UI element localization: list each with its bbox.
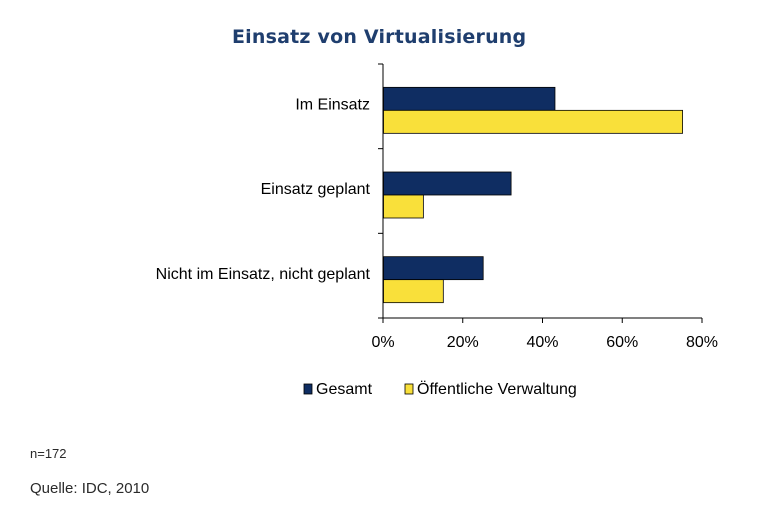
x-tick-label: 60% [606,334,638,351]
legend-label-gesamt: Gesamt [316,381,373,398]
legend-label-oeffentliche-verwaltung: Öffentliche Verwaltung [417,380,577,398]
sample-size-note: n=172 [30,446,67,461]
bar-gesamt-0 [383,86,556,111]
source-note: Quelle: IDC, 2010 [30,480,150,497]
bar-oeffentliche-verwaltung-2 [383,279,444,304]
legend-swatch-gesamt [303,383,313,395]
category-label: Im Einsatz [295,97,370,114]
legend-swatch-oeffentliche-verwaltung [404,383,414,395]
chart-title: Einsatz von Virtualisierung [232,26,527,48]
bar-gesamt-2 [383,256,484,281]
category-label: Nicht im Einsatz, nicht geplant [156,266,371,283]
bar-oeffentliche-verwaltung-1 [383,194,424,219]
x-tick-label: 40% [526,334,558,351]
x-tick-label: 80% [686,334,718,351]
x-tick-label: 20% [447,334,479,351]
category-label: Einsatz geplant [261,181,371,198]
x-tick-label: 0% [371,334,394,351]
bar-gesamt-1 [383,171,512,196]
bar-oeffentliche-verwaltung-0 [383,109,683,134]
